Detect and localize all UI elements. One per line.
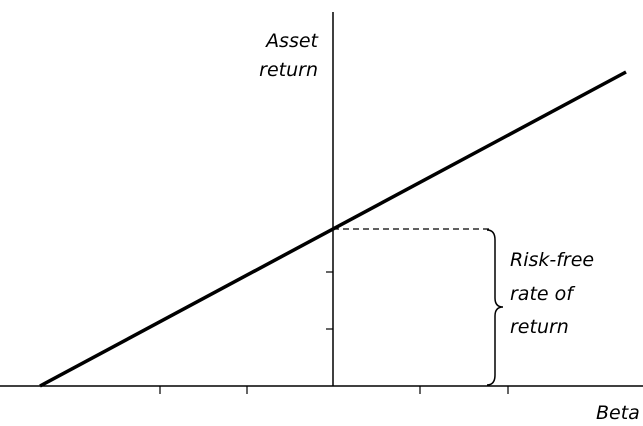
x-ticks	[159, 386, 509, 394]
x-axis-label: Beta	[596, 402, 640, 424]
bracket-label: return	[510, 316, 569, 338]
brace	[486, 229, 504, 386]
y-axis-label: Asset	[264, 30, 319, 52]
bracket-label: Risk-free	[510, 249, 594, 271]
y-axis-label: return	[259, 59, 318, 81]
bracket-label: rate of	[510, 283, 576, 305]
y-ticks	[326, 271, 333, 330]
